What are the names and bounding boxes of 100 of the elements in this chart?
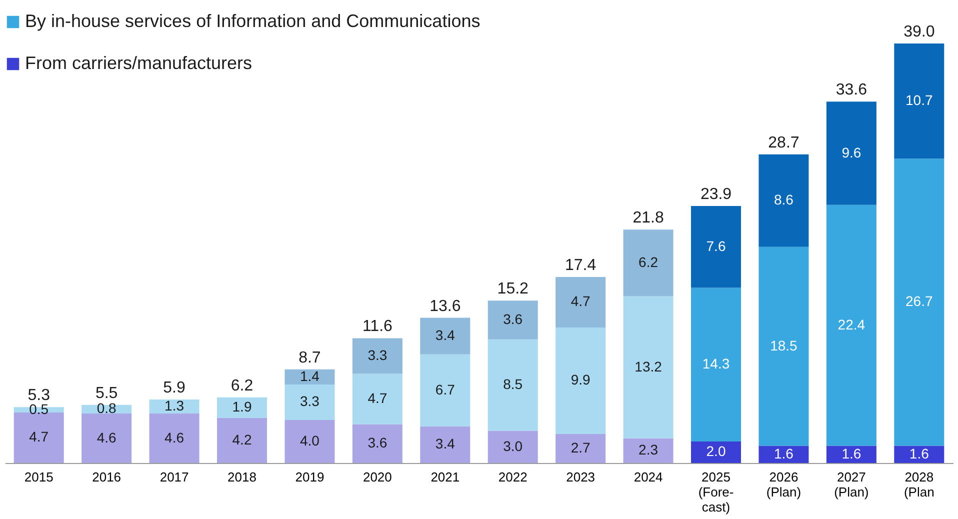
- data-label: 3.4: [435, 436, 456, 452]
- total-label: 11.6: [362, 318, 393, 336]
- x-tick-label: 2017: [160, 470, 189, 484]
- x-tick-label: 2023: [566, 470, 596, 484]
- data-label: 4.7: [570, 293, 591, 310]
- bar: [623, 296, 674, 438]
- data-label: 2.7: [570, 439, 591, 456]
- total-label: 23.9: [700, 186, 732, 203]
- data-label: 1.3: [164, 398, 184, 414]
- bar: [691, 288, 741, 442]
- data-label: 2.0: [706, 443, 726, 460]
- data-label: 8.6: [774, 192, 794, 208]
- data-label: 1.9: [232, 398, 252, 415]
- x-tick-label: 2026 (Plan): [766, 470, 802, 500]
- x-tick-label: 2027 (Plan): [834, 470, 869, 500]
- data-label: 4.6: [164, 429, 184, 446]
- total-label: 6.2: [230, 377, 254, 394]
- data-label: 9.9: [570, 372, 591, 388]
- data-label: 3.6: [503, 310, 523, 327]
- total-label: 17.4: [565, 256, 596, 274]
- bar: [488, 300, 538, 340]
- data-label: 22.4: [838, 316, 866, 332]
- bar: [217, 418, 267, 463]
- data-label: 4.0: [300, 432, 320, 448]
- data-label: 3.3: [300, 393, 320, 410]
- total-label: 39.0: [904, 24, 935, 41]
- bar: [556, 276, 606, 328]
- x-tick-label: 2021: [430, 470, 460, 484]
- data-label: 3.6: [368, 434, 388, 451]
- x-tick-label: 2028 (Plan: [904, 470, 934, 500]
- bar: [488, 339, 538, 431]
- bar: [420, 354, 470, 426]
- data-label: 26.7: [906, 293, 933, 310]
- data-label: 0.8: [96, 400, 117, 416]
- total-label: 13.6: [430, 298, 461, 315]
- x-tick-label: 2025 (Fore- cast): [698, 470, 734, 514]
- bar: [758, 446, 809, 463]
- x-tick-label: 2015: [24, 470, 54, 484]
- bar: [894, 446, 944, 463]
- legend-label: From carriers/manufacturers: [25, 53, 252, 73]
- data-label: 4.2: [232, 431, 252, 448]
- data-label: 2.3: [638, 442, 658, 458]
- legend-label: By in-house services of Information and Communications: [25, 11, 480, 31]
- data-label: 1.4: [300, 368, 320, 384]
- data-label: 4.7: [368, 390, 388, 406]
- total-label: 21.8: [632, 210, 664, 227]
- bar: [826, 446, 876, 463]
- x-tick-label: 2018: [228, 470, 256, 484]
- bar: [82, 414, 132, 463]
- data-label: 3.4: [435, 327, 456, 344]
- bar: [623, 230, 674, 296]
- data-label: 1.6: [774, 445, 794, 462]
- bar: [149, 400, 200, 414]
- bar: [284, 369, 335, 384]
- total-label: 8.7: [298, 349, 321, 366]
- bar: [420, 318, 470, 354]
- bar: [284, 420, 335, 463]
- x-tick-label: 2016: [92, 470, 122, 484]
- bar: [691, 206, 741, 288]
- total-label: 15.2: [497, 280, 529, 298]
- data-label: 7.6: [706, 238, 726, 254]
- bar: [352, 338, 402, 374]
- x-tick-label: 2019: [295, 470, 324, 484]
- data-label: 6.7: [435, 381, 456, 398]
- bar: [284, 384, 335, 420]
- data-label: 18.5: [770, 337, 798, 354]
- bar: [149, 414, 200, 463]
- total-label: 5.9: [163, 380, 186, 397]
- bar: [894, 158, 944, 446]
- x-tick-label: 2020: [362, 470, 392, 484]
- total-label: 33.6: [836, 82, 868, 99]
- bar: [826, 102, 876, 205]
- data-label: 8.5: [503, 376, 523, 392]
- bar: [556, 327, 606, 434]
- bar: [352, 424, 402, 463]
- data-label: 10.7: [906, 92, 933, 108]
- bar: [826, 204, 876, 446]
- data-label: 3.3: [368, 346, 388, 363]
- data-label: 1.6: [909, 445, 930, 462]
- bar: [758, 246, 809, 446]
- bar: [758, 154, 809, 247]
- x-tick-label: 2022: [498, 470, 528, 484]
- data-label: 3.0: [503, 438, 523, 454]
- total-label: 28.7: [768, 134, 800, 152]
- bar: [556, 434, 606, 463]
- x-tick-label: 2024: [634, 470, 663, 484]
- data-label: 6.2: [638, 254, 658, 270]
- data-label: 13.2: [634, 358, 662, 374]
- bar: [894, 44, 944, 159]
- bar: [352, 374, 402, 424]
- data-label: 4.7: [29, 428, 49, 445]
- bar: [488, 430, 538, 463]
- bar: [217, 397, 267, 418]
- bar: [691, 441, 741, 463]
- bar: [623, 438, 674, 463]
- data-label: 14.3: [702, 356, 730, 372]
- data-label: 4.6: [96, 429, 117, 446]
- data-label: 9.6: [842, 144, 862, 160]
- bar: [420, 426, 470, 463]
- data-label: 1.6: [842, 445, 862, 462]
